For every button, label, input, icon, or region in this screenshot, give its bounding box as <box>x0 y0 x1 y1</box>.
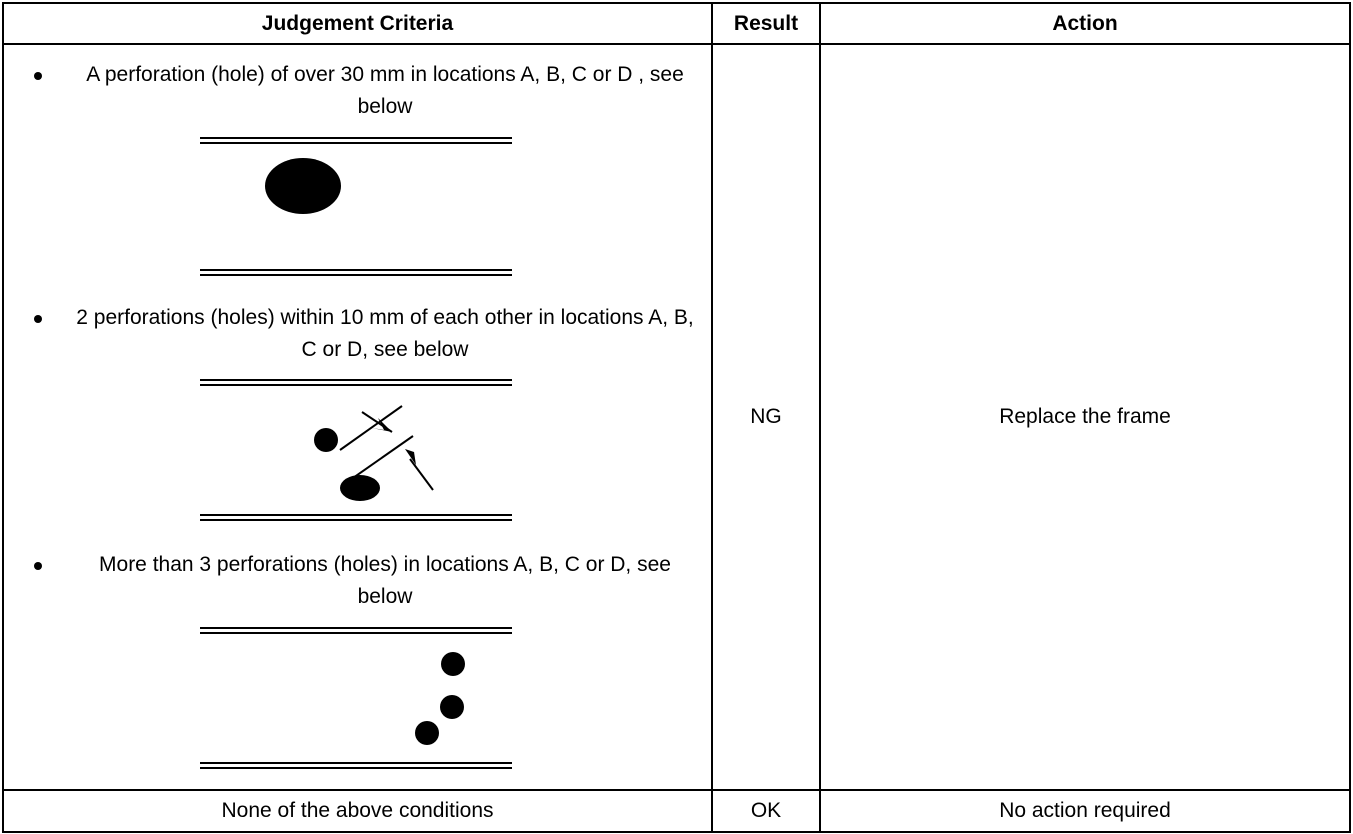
header-action: Action <box>1052 11 1118 35</box>
header-result: Result <box>733 11 799 35</box>
result: NG <box>750 405 782 428</box>
action: Replace the frame <box>999 405 1171 428</box>
criterion-text: 2 perforations (holes) within 10 mm of e… <box>76 306 694 361</box>
bullet <box>34 72 42 80</box>
action: No action required <box>999 799 1171 822</box>
criterion-text: More than 3 perforations (holes) in loca… <box>99 553 671 608</box>
bullet <box>34 315 42 323</box>
result: OK <box>750 799 782 822</box>
bullet <box>34 562 42 570</box>
criterion-text: A perforation (hole) of over 30 mm in lo… <box>86 63 684 118</box>
criterion-text: None of the above conditions <box>221 799 494 822</box>
header-criteria: Judgement Criteria <box>261 11 454 35</box>
